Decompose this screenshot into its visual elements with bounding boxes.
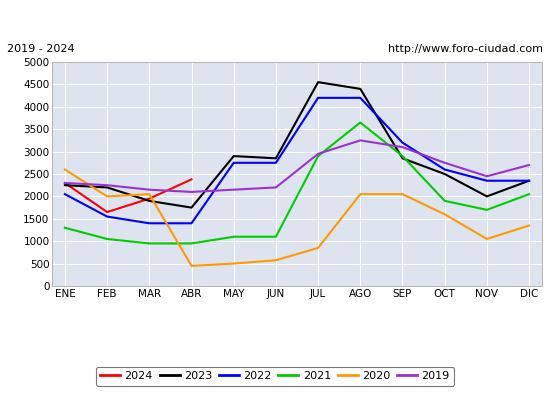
Text: http://www.foro-ciudad.com: http://www.foro-ciudad.com: [388, 44, 543, 54]
Text: 2019 - 2024: 2019 - 2024: [7, 44, 74, 54]
Text: Evolucion Nº Turistas Nacionales en el municipio de El Escorial: Evolucion Nº Turistas Nacionales en el m…: [46, 10, 504, 26]
Legend: 2024, 2023, 2022, 2021, 2020, 2019: 2024, 2023, 2022, 2021, 2020, 2019: [96, 366, 454, 386]
